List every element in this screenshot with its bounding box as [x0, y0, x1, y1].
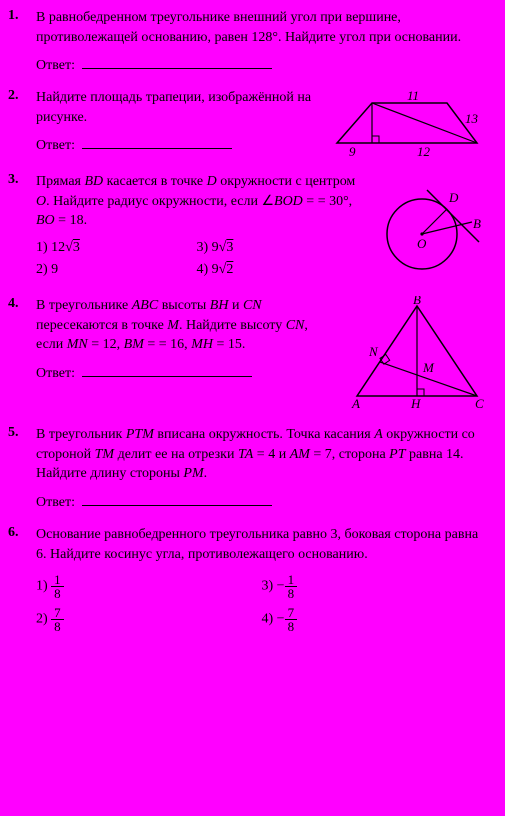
problem-6: 6. Основание равнобедренного треугольник…	[8, 525, 487, 636]
label-right: 13	[465, 111, 479, 126]
answer-line: Ответ:	[36, 55, 487, 74]
label-top: 11	[407, 88, 419, 103]
problem-body: Прямая BD касается в точке D окружности …	[36, 172, 487, 282]
problem-number: 5.	[8, 425, 36, 511]
answer-blank[interactable]	[82, 363, 252, 377]
options: 1) 18 3) −18 2) 78 4) −78	[36, 570, 487, 636]
problem-2: 2. Найдите площадь трапеции, изображённо…	[8, 88, 487, 158]
problem-1: 1. В равнобедренном треугольнике внешний…	[8, 8, 487, 74]
answer-blank[interactable]	[82, 492, 272, 506]
option-3: 3) 9√3	[197, 237, 358, 259]
answer-label: Ответ:	[36, 58, 75, 73]
problem-text: В треугольник PTM вписана окружность. То…	[36, 425, 487, 484]
problem-text: В треугольнике ABC высоты BH и CN пересе…	[36, 296, 337, 355]
triangle-figure: A B C N M H	[347, 296, 487, 411]
problem-text: Основание равнобедренного треугольника р…	[36, 525, 487, 564]
problem-number: 3.	[8, 172, 36, 282]
label-D: D	[448, 190, 459, 205]
label-C: C	[475, 396, 484, 411]
label-bl: 9	[349, 144, 356, 158]
answer-line: Ответ:	[36, 135, 317, 154]
answer-line: Ответ:	[36, 492, 487, 511]
problem-text: Найдите площадь трапеции, изображённой н…	[36, 88, 317, 127]
problem-body: В треугольнике ABC высоты BH и CN пересе…	[36, 296, 487, 411]
answer-blank[interactable]	[82, 55, 272, 69]
option-2: 2) 9	[36, 259, 197, 281]
answer-label: Ответ:	[36, 138, 75, 153]
trapezoid-figure: 11 13 9 12	[327, 88, 487, 158]
problem-4: 4. В треугольнике ABC высоты BH и CN пер…	[8, 296, 487, 411]
problem-text: В равнобедренном треугольнике внешний уг…	[36, 8, 487, 47]
problem-body: В равнобедренном треугольнике внешний уг…	[36, 8, 487, 74]
problem-3: 3. Прямая BD касается в точке D окружнос…	[8, 172, 487, 282]
option-4: 4) −78	[262, 603, 488, 636]
problem-text: Прямая BD касается в точке D окружности …	[36, 172, 357, 231]
problem-body: В треугольник PTM вписана окружность. То…	[36, 425, 487, 511]
label-B: B	[473, 216, 481, 231]
problem-number: 1.	[8, 8, 36, 74]
option-1: 1) 18	[36, 570, 262, 603]
option-3: 3) −18	[262, 570, 488, 603]
option-4: 4) 9√2	[197, 259, 358, 281]
label-N: N	[368, 344, 379, 359]
label-M: M	[422, 360, 435, 375]
option-1: 1) 12√3	[36, 237, 197, 259]
problem-5: 5. В треугольник PTM вписана окружность.…	[8, 425, 487, 511]
label-H: H	[410, 396, 421, 411]
label-br: 12	[417, 144, 431, 158]
label-A: A	[351, 396, 360, 411]
answer-label: Ответ:	[36, 495, 75, 510]
options: 1) 12√3 3) 9√3 2) 9 4) 9√2	[36, 237, 357, 281]
problem-number: 6.	[8, 525, 36, 636]
problem-number: 2.	[8, 88, 36, 158]
label-B: B	[413, 296, 421, 307]
problem-body: Найдите площадь трапеции, изображённой н…	[36, 88, 487, 158]
option-2: 2) 78	[36, 603, 262, 636]
answer-line: Ответ:	[36, 363, 337, 382]
answer-blank[interactable]	[82, 135, 232, 149]
circle-tangent-figure: D B O	[367, 172, 487, 282]
label-O: O	[417, 236, 427, 251]
problem-body: Основание равнобедренного треугольника р…	[36, 525, 487, 636]
problem-number: 4.	[8, 296, 36, 411]
answer-label: Ответ:	[36, 366, 75, 381]
